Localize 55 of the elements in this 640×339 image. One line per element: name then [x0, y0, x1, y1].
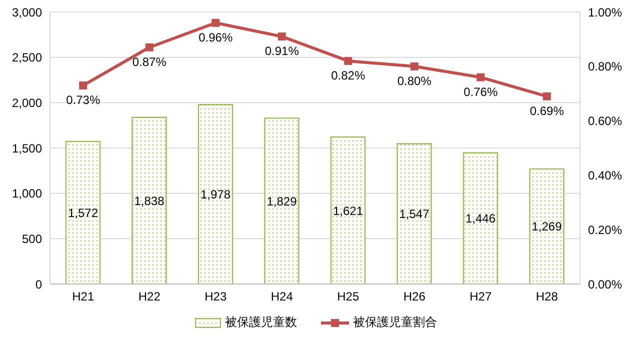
y2-tick-label: 0.80%	[588, 60, 622, 74]
data-label: 0.73%	[66, 92, 100, 107]
data-label: 1,547	[399, 207, 430, 222]
y-tick-label: 500	[22, 232, 42, 246]
point	[145, 43, 154, 52]
bar	[132, 116, 167, 284]
data-label: 0.76%	[464, 84, 498, 99]
y-tick-label: 0	[35, 277, 42, 292]
data-label: 1,446	[465, 212, 496, 226]
y2-tick-label: 0.60%	[588, 114, 622, 128]
y2-tick-label: 0.40%	[588, 168, 622, 182]
x-tick-label: H27	[470, 290, 492, 304]
point	[212, 18, 220, 27]
x-tick-label: H21	[72, 290, 94, 304]
data-label: 0.91%	[264, 44, 300, 58]
data-label: 0.80%	[397, 74, 432, 88]
y-tick-label: 1,500	[12, 141, 42, 156]
y2-tick-label: 0.20%	[588, 222, 622, 237]
data-label: 0.82%	[331, 68, 366, 82]
y-tick-label: 2,000	[12, 96, 42, 110]
x-tick-label: H25	[337, 290, 360, 304]
point	[79, 81, 88, 90]
data-label: 0.96%	[198, 30, 233, 44]
y-tick-label: 3,000	[12, 5, 42, 20]
bar	[396, 143, 432, 284]
point	[278, 32, 286, 40]
point	[542, 92, 551, 100]
y2-tick-label: 0.00%	[588, 277, 622, 292]
data-label: 0.69%	[530, 104, 564, 118]
legend-label: 被保護児童数	[225, 314, 297, 331]
data-label: 1,269	[532, 220, 562, 234]
bar	[462, 152, 498, 284]
legend-label: 被保護児童割合	[353, 314, 437, 331]
x-tick-label: H22	[138, 290, 161, 304]
x-tick-label: H24	[270, 290, 294, 304]
x-tick-label: H23	[204, 290, 227, 304]
point	[410, 62, 418, 70]
data-label: 1,829	[266, 194, 298, 208]
point	[344, 56, 352, 65]
data-label: 0.87%	[132, 54, 167, 69]
y-tick-label: 2,500	[12, 50, 42, 65]
x-tick-label: H26	[403, 290, 426, 304]
bar	[330, 136, 366, 284]
bar	[198, 104, 234, 284]
x-tick-label: H28	[536, 290, 558, 304]
bar	[264, 118, 300, 284]
bar	[529, 168, 564, 284]
bar	[65, 140, 101, 284]
data-label: 1,978	[200, 188, 231, 202]
data-label: 1,838	[134, 194, 165, 208]
data-label: 1,572	[68, 206, 98, 220]
y2-tick-label: 1.00%	[588, 5, 622, 20]
y-tick-label: 1,000	[12, 186, 42, 201]
data-label: 1,621	[332, 204, 364, 218]
point	[476, 73, 485, 82]
